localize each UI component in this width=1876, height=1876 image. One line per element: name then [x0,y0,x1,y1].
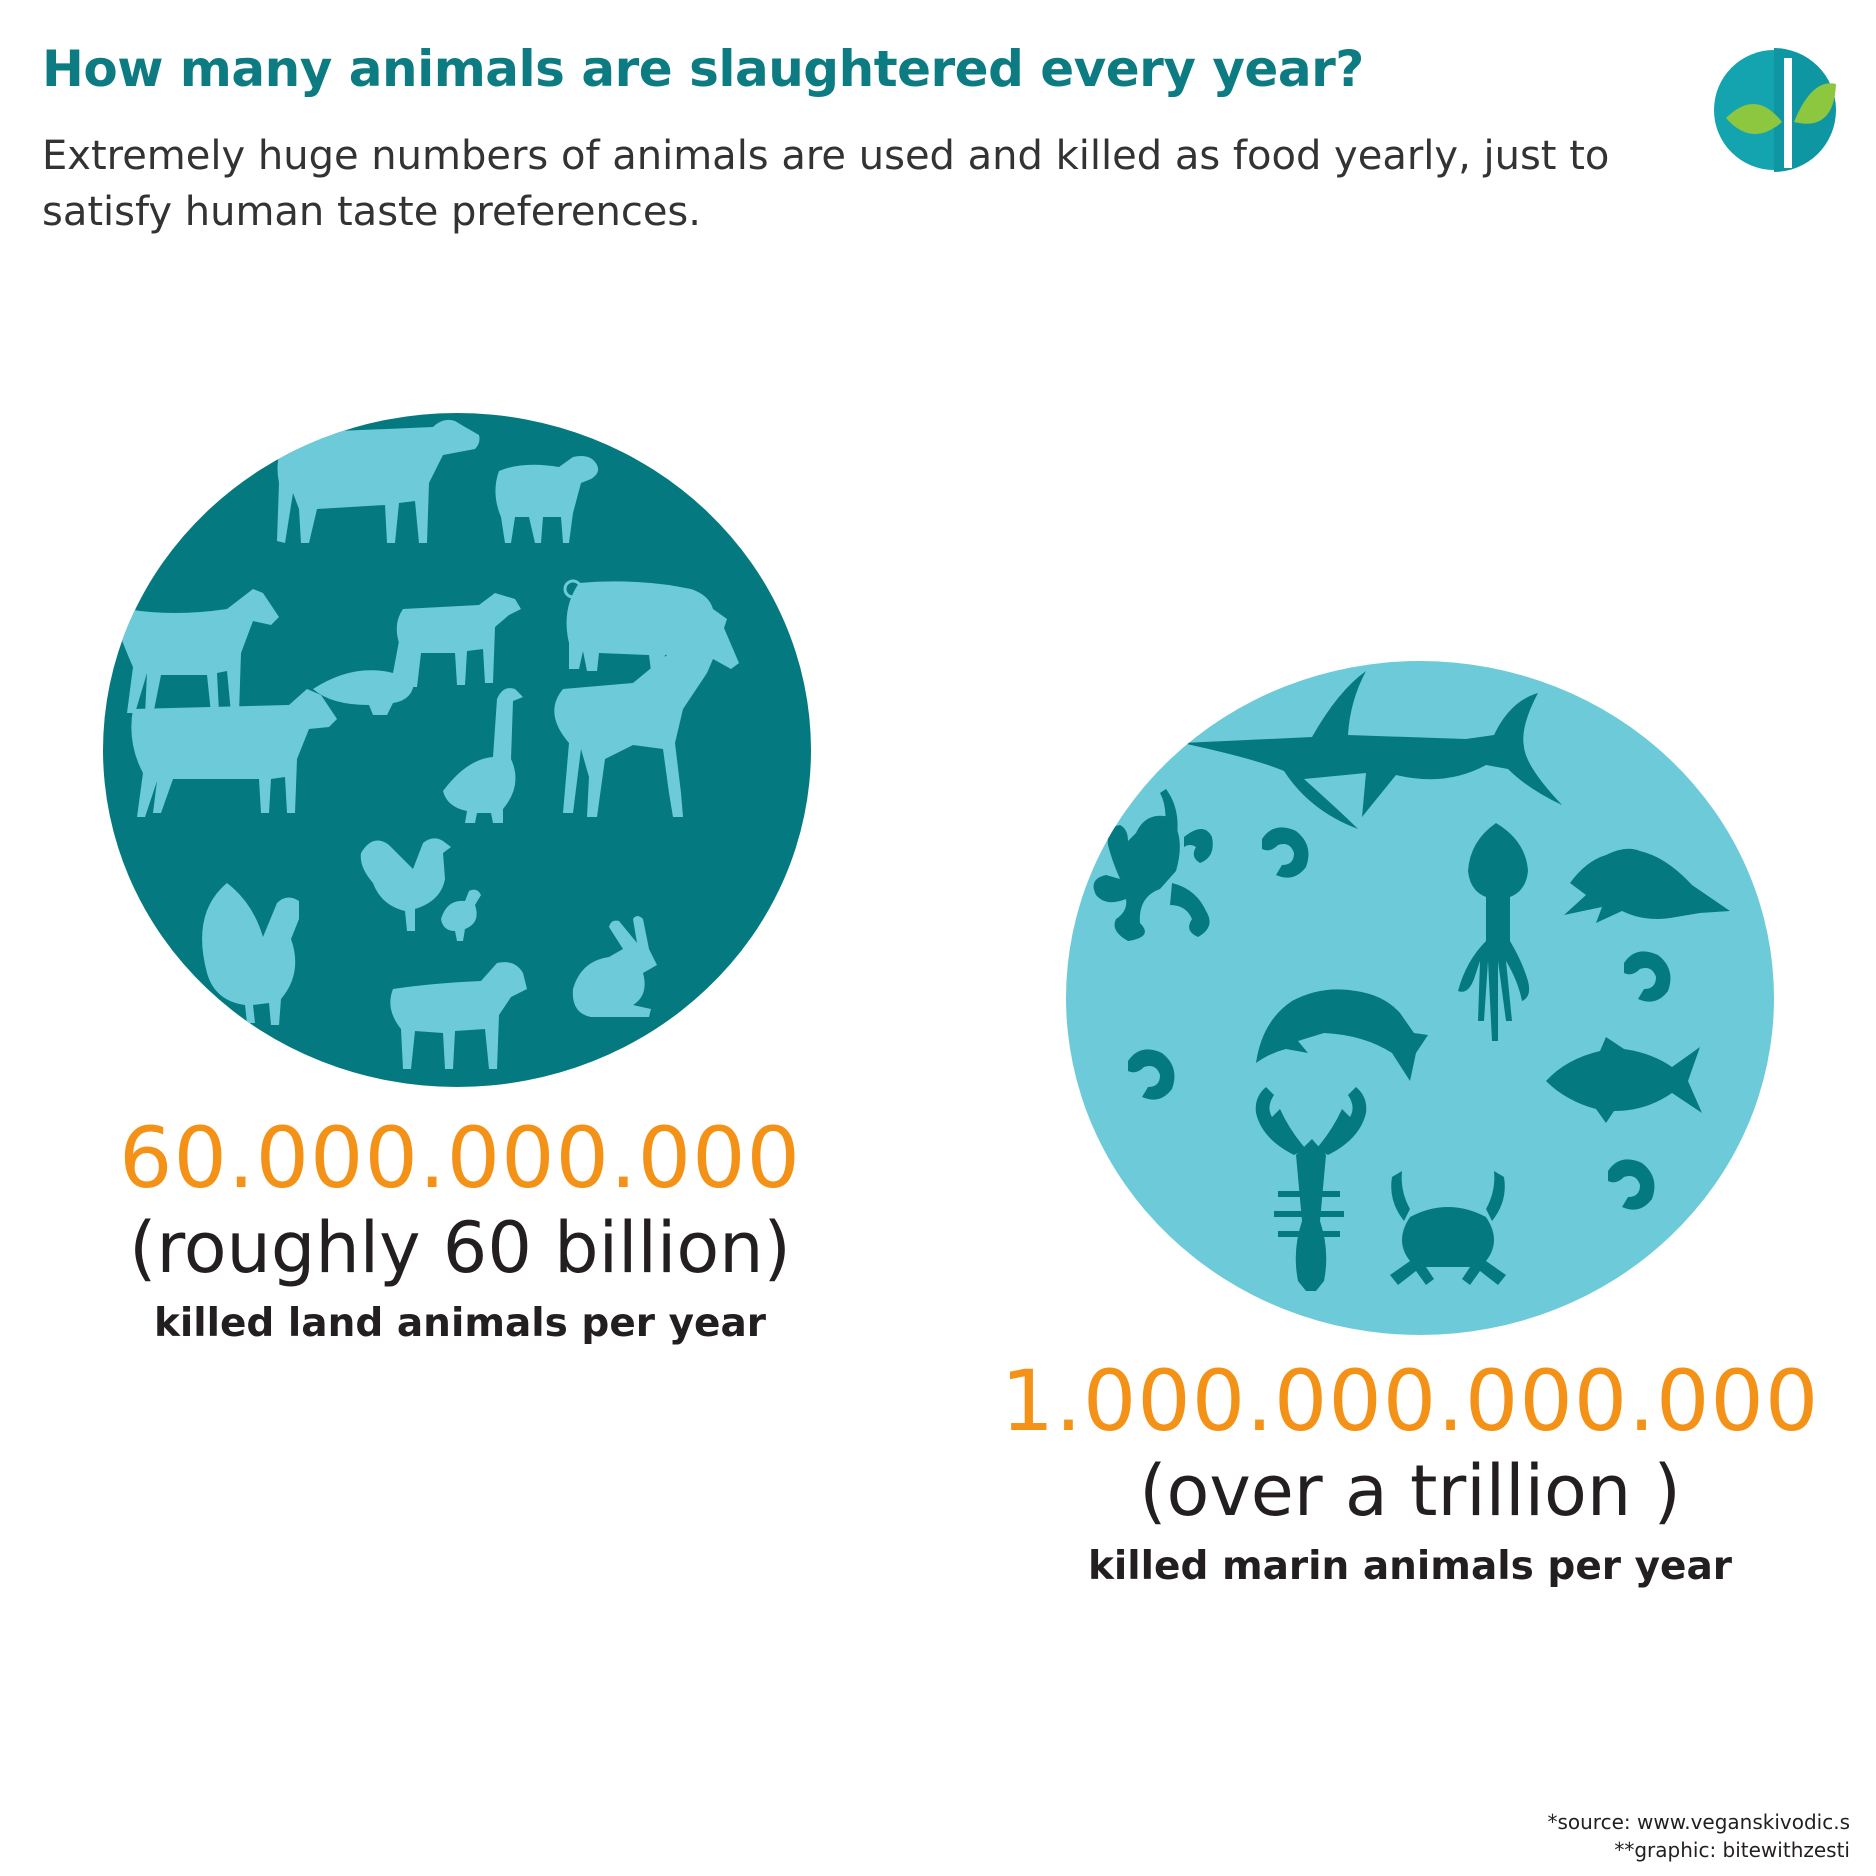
crab-icon [1390,1171,1506,1285]
land-number: 60.000.000.000 [119,1109,801,1207]
shrimp-icon [1262,827,1309,878]
squid-icon [1458,823,1530,1041]
lobster-icon [1255,1087,1367,1291]
calf-icon [395,593,521,687]
shrimp-icon [1128,1049,1175,1100]
sea-animals-circle [1066,661,1774,1335]
land-animals-circle [103,413,811,1087]
rabbit-icon [572,916,657,1017]
duck-icon [313,633,433,715]
page-title: How many animals are slaughtered every y… [42,40,1364,98]
shrimp-icon [1608,1159,1655,1210]
sheep-icon [495,456,599,543]
turkey-icon [202,883,299,1025]
goat-icon [117,589,279,715]
sea-stat: 1.000.000.000.000 (over a trillion ) kil… [940,1353,1876,1595]
chicken-icon [360,838,481,941]
octopus-icon [1093,789,1213,941]
brand-logo [1712,48,1836,172]
source-credit: *source: www.veganskivodic.s [1547,1810,1850,1834]
land-stat: 60.000.000.000 (roughly 60 billion) kill… [40,1110,880,1352]
salmon-icon [1256,989,1428,1081]
sea-approx: (over a trillion ) [1139,1450,1681,1532]
cow-icon [277,419,480,543]
pike-icon [1564,848,1730,923]
page-subtitle: Extremely huge numbers of animals are us… [42,133,1610,235]
land-caption: killed land animals per year [153,1301,767,1346]
swordfish-icon [1182,671,1562,829]
goose-icon [443,688,523,823]
dairy-cow-icon [131,689,337,817]
shrimp-icon [1624,951,1671,1002]
tuna-icon [1546,1037,1702,1123]
sea-number: 1.000.000.000.000 [1000,1352,1820,1450]
land-approx: (roughly 60 billion) [129,1207,791,1289]
horse-icon [554,621,739,817]
lamb-icon [390,962,527,1069]
sea-caption: killed marin animals per year [1087,1544,1733,1589]
graphic-credit: **graphic: bitewithzesti [1614,1838,1850,1862]
footer-credits: *source: www.veganskivodic.s **graphic: … [1547,1808,1850,1864]
